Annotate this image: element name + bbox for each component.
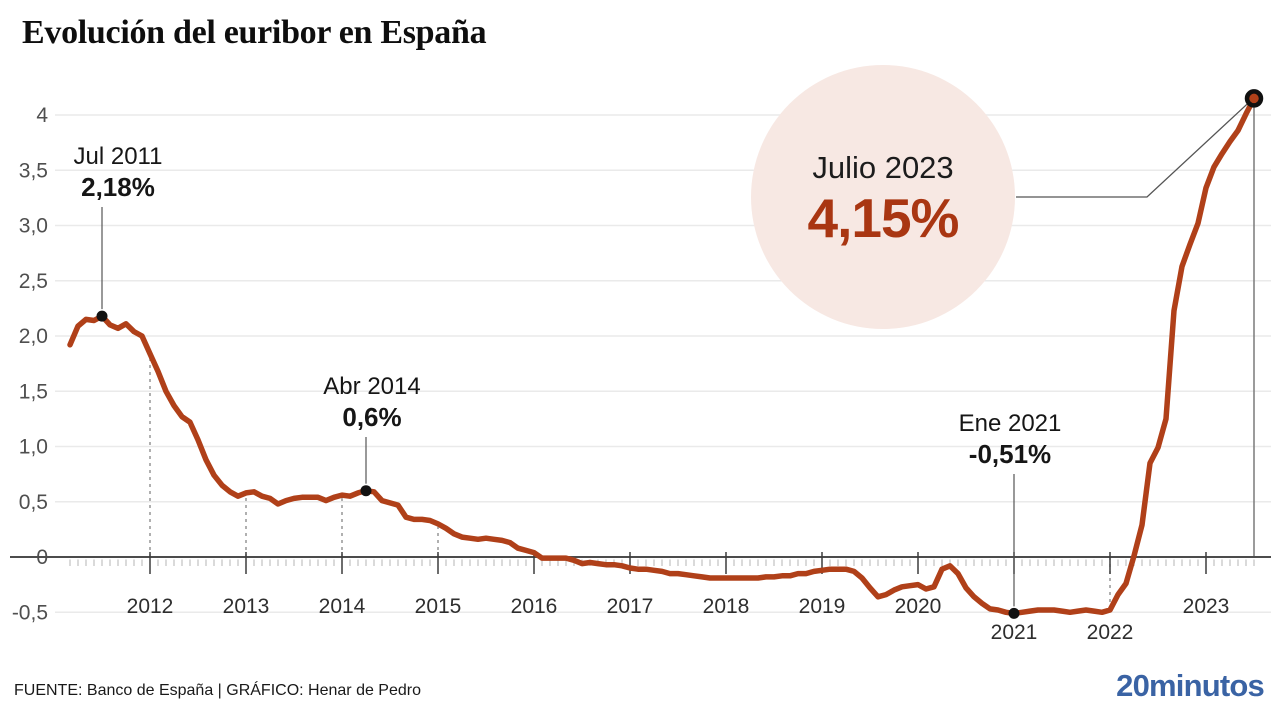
annotation-jul-2011: Jul 2011 2,18%: [43, 143, 193, 203]
x-axis-year-label: 2023: [1183, 595, 1230, 618]
y-axis-label: 1,5: [19, 380, 48, 403]
y-axis-label: 3,5: [19, 159, 48, 182]
page-title: Evolución del euribor en España: [22, 14, 487, 51]
annotation-value-label: 4,15%: [807, 186, 960, 249]
x-axis-year-label: 2019: [799, 595, 846, 618]
annotation-date-label: Ene 2021: [958, 410, 1062, 437]
x-axis-year-label: 2021: [991, 621, 1038, 644]
x-axis-year-label: 2014: [319, 595, 366, 618]
annotation-date-label: Jul 2011: [73, 143, 163, 170]
highlight-circle: [751, 65, 1015, 329]
x-axis-year-label: 2015: [415, 595, 462, 618]
y-axis-label: 4: [36, 104, 48, 127]
y-axis-label: 3,0: [19, 215, 48, 238]
highlight-connector-line: [1016, 100, 1251, 198]
annotation-value-label: -0,51%: [968, 439, 1052, 470]
annotation-date-label: Julio 2023: [812, 150, 954, 185]
y-axis-label: 2,5: [19, 270, 48, 293]
source-credit-line: FUENTE: Banco de España | GRÁFICO: Henar…: [14, 682, 421, 699]
annotation-value-label: 0,6%: [342, 402, 402, 433]
x-axis-year-label: 2018: [703, 595, 750, 618]
annotation-dot: [360, 485, 372, 497]
y-axis-label: 0,5: [19, 491, 48, 514]
x-axis-year-label: 2012: [127, 595, 174, 618]
20minutos-logo: 20minutos: [1116, 668, 1265, 703]
annotation-value-label: 2,18%: [81, 172, 155, 203]
x-axis-year-label: 2017: [607, 595, 654, 618]
x-axis-year-label: 2016: [511, 595, 558, 618]
y-axis-label: 1,0: [19, 436, 48, 459]
annotation-julio-2023-highlight: Julio 2023 4,15%: [758, 150, 1008, 250]
x-axis-year-label: 2022: [1087, 621, 1134, 644]
annotation-ene-2021: Ene 2021 -0,51%: [930, 410, 1090, 470]
endpoint-dot: [1244, 89, 1264, 108]
y-axis-label: 2,0: [19, 325, 48, 348]
euribor-curve: [67, 95, 1257, 617]
annotation-dot: [96, 310, 108, 322]
x-axis-year-label: 2013: [223, 595, 270, 618]
y-axis-label: -0,5: [12, 601, 48, 624]
annotation-dot: [1008, 607, 1020, 619]
annotation-date-label: Abr 2014: [323, 373, 421, 400]
annotation-abr-2014: Abr 2014 0,6%: [297, 373, 447, 433]
x-axis-year-label: 2020: [895, 595, 942, 618]
